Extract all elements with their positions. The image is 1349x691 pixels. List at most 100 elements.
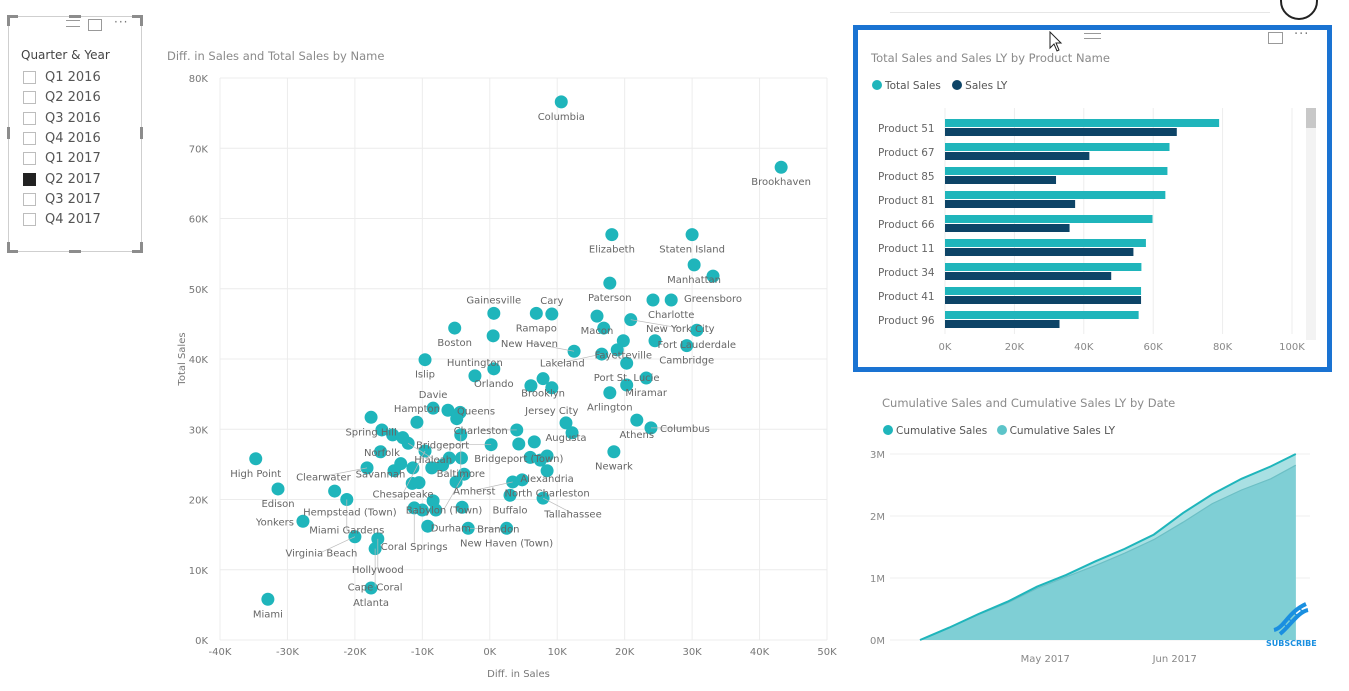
bar: [945, 272, 1112, 280]
label-leader-line: [542, 497, 574, 514]
data-point: [687, 258, 701, 272]
label-leader-line: [529, 342, 575, 352]
data-label: Fort Lauderdale: [657, 340, 736, 351]
subscribe-label[interactable]: SUBSCRIBE: [1266, 639, 1317, 648]
data-label: Orlando: [474, 379, 514, 390]
data-label: Islip: [415, 370, 435, 381]
label-leader-line: [562, 353, 602, 363]
y-tick-label: 0M: [870, 636, 885, 647]
category-label: Product 66: [878, 219, 935, 231]
legend-label: Cumulative Sales LY: [1009, 425, 1115, 437]
slicer-item[interactable]: Q1 2017: [23, 151, 101, 166]
data-point: [410, 415, 424, 429]
checkbox[interactable]: [23, 213, 36, 227]
slicer-item-label: Q3 2016: [45, 110, 101, 126]
category-label: Product 96: [878, 315, 935, 327]
data-point: [455, 500, 469, 514]
checkbox[interactable]: [23, 71, 36, 84]
drag-handle-icon[interactable]: [66, 20, 80, 27]
y-tick-label: 0K: [195, 636, 208, 647]
quarter-year-slicer: ··· Quarter & Year Q1 2016 Q2 2016 Q3 2016…: [7, 15, 143, 253]
legend-item-sales-ly[interactable]: Sales LY: [952, 80, 1007, 92]
data-label: Chesapeake: [372, 490, 433, 501]
more-options-icon[interactable]: ···: [114, 15, 129, 29]
legend-item-cumulative-sales[interactable]: Cumulative Sales: [883, 425, 987, 437]
slicer-item[interactable]: Q2 2016: [23, 90, 101, 105]
focus-mode-icon[interactable]: [88, 19, 102, 31]
area-chart: 0M 1M 2M 3M May 2017 Jun 2017: [870, 450, 1310, 665]
resize-handle[interactable]: [69, 15, 81, 18]
x-tick-label: -40K: [209, 647, 232, 658]
checkbox[interactable]: [23, 131, 36, 145]
data-label: Brooklyn: [521, 389, 565, 400]
data-point: [630, 413, 644, 427]
scrollbar-thumb[interactable]: [1306, 108, 1316, 128]
legend-marker: [996, 425, 1007, 435]
resize-handle[interactable]: [7, 127, 10, 139]
data-point: [527, 435, 541, 449]
resize-handle[interactable]: [69, 250, 81, 253]
data-point: [605, 228, 619, 242]
data-point: [468, 369, 482, 383]
resize-handle[interactable]: [132, 242, 143, 253]
data-label: Manhattan: [667, 275, 721, 286]
profile-circle-icon[interactable]: [1280, 0, 1318, 20]
data-point: [503, 488, 517, 502]
x-tick-label: 40K: [750, 647, 770, 658]
slicer-item[interactable]: Q4 2017: [23, 212, 101, 227]
data-point: [441, 403, 455, 417]
x-tick-label: 50K: [817, 647, 837, 658]
data-point: [371, 532, 385, 546]
data-label: Boston: [437, 338, 472, 349]
data-label: Greensboro: [684, 294, 742, 305]
dna-logo-icon: [1273, 602, 1309, 636]
data-point: [515, 473, 529, 487]
scatter-chart: -40K -30K -20K -10K 0K 10K 20K 30K 40K 50K 0K 10K 20…: [177, 74, 837, 680]
data-label: Bridgeport (Town): [474, 454, 563, 465]
data-label: Hollywood: [352, 565, 404, 576]
legend-marker: [883, 425, 893, 435]
y-tick-label: 50K: [189, 285, 209, 296]
slicer-item-label: Q2 2016: [45, 90, 101, 106]
slicer-item-label: Q2 2017: [45, 171, 101, 187]
checkbox[interactable]: [23, 152, 36, 166]
more-options-icon[interactable]: ···: [1294, 27, 1310, 42]
data-point: [374, 445, 388, 459]
legend-item-total-sales[interactable]: Total Sales: [872, 80, 941, 92]
x-tick-label: 80K: [1213, 342, 1233, 353]
resize-handle[interactable]: [7, 15, 18, 26]
y-tick-label: 70K: [189, 144, 209, 155]
x-tick-label: -30K: [276, 647, 299, 658]
slicer-item[interactable]: Q4 2016: [23, 131, 101, 146]
slicer-item[interactable]: Q2 2017: [23, 172, 101, 187]
drag-handle-icon[interactable]: [1084, 33, 1101, 39]
checkbox[interactable]: [23, 111, 36, 125]
y-tick-label: 2M: [870, 512, 885, 523]
data-label: Jersey City: [524, 406, 578, 417]
x-tick-label: 40K: [1074, 342, 1094, 353]
legend-label: Cumulative Sales: [896, 425, 988, 437]
data-label: Davie: [419, 390, 448, 401]
slicer-item[interactable]: Q3 2017: [23, 192, 101, 207]
data-label: Norfolk: [364, 448, 400, 459]
data-point: [486, 329, 500, 343]
checkbox[interactable]: [23, 91, 36, 105]
data-label: Arlington: [587, 403, 633, 414]
slicer-item[interactable]: Q3 2016: [23, 111, 101, 126]
resize-handle[interactable]: [7, 242, 18, 253]
data-point: [774, 160, 788, 174]
checkbox[interactable]: [23, 172, 36, 186]
resize-handle[interactable]: [140, 127, 143, 139]
data-label: Spring Hill: [345, 427, 396, 438]
y-tick-label: 1M: [870, 574, 885, 585]
slicer-item[interactable]: Q1 2016: [23, 70, 101, 85]
legend-item-cumulative-sales-ly[interactable]: Cumulative Sales LY: [996, 425, 1115, 437]
label-leader-line: [407, 443, 434, 460]
checkbox[interactable]: [23, 192, 36, 206]
data-label: Buffalo: [492, 505, 527, 516]
data-label: Clearwater: [296, 472, 352, 483]
resize-handle[interactable]: [132, 15, 143, 26]
focus-mode-icon[interactable]: [1268, 32, 1283, 44]
data-point: [512, 437, 526, 451]
data-label: Atlanta: [353, 598, 389, 609]
